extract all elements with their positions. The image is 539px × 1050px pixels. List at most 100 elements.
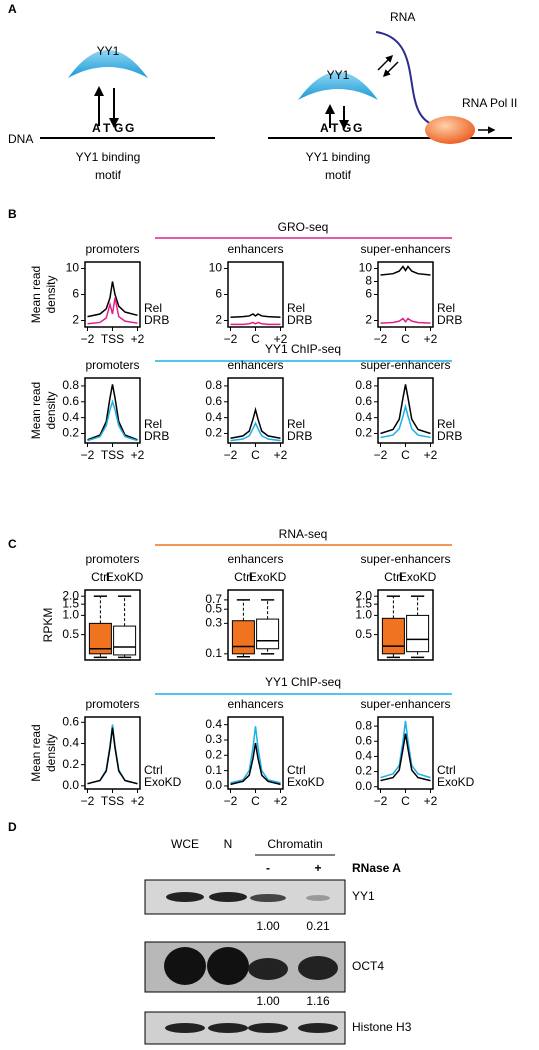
box [381, 617, 405, 655]
chart-title: promoters [85, 358, 139, 372]
treatment-label: RNase A [352, 861, 401, 875]
y-tick-label: 0.4 [355, 410, 372, 424]
x-tick-label: −2 [224, 332, 238, 346]
y-tick-label: 0.8 [205, 378, 222, 392]
y-tick-label: 2.0 [355, 588, 372, 602]
panel-label: B [8, 207, 17, 221]
lane-label: N [224, 837, 233, 851]
y-tick-label: 0.0 [355, 779, 372, 793]
legend-label: Ctrl [287, 763, 306, 777]
y-tick-label: 6 [72, 287, 79, 301]
y-tick-label: 10 [359, 261, 373, 275]
y-tick-label: 0.1 [205, 646, 222, 660]
line-series [87, 399, 138, 442]
x-tick-label: −2 [374, 448, 388, 462]
y-tick-label: 6 [215, 287, 222, 301]
legend-label: Rel [437, 301, 455, 315]
plot-frame [84, 589, 141, 661]
y-tick-label: 0.2 [355, 764, 372, 778]
motif-letter: T [103, 121, 111, 135]
line-series [380, 384, 431, 435]
polymerase-label: RNA Pol II [462, 96, 517, 110]
section-title: YY1 ChIP-seq [265, 342, 341, 356]
chromatin-label: Chromatin [267, 837, 322, 851]
y-tick-label: 0.2 [62, 757, 79, 771]
y-tick-label: 0.4 [62, 410, 79, 424]
legend-label: DRB [144, 313, 169, 327]
motif-label: YY1 binding [306, 150, 371, 164]
plot-frame [227, 589, 284, 661]
box [88, 622, 112, 655]
line-series [230, 421, 281, 442]
x-tick-label: −2 [374, 332, 388, 346]
y-tick-label: 0.8 [355, 718, 372, 732]
y-tick-label: 0.6 [355, 394, 372, 408]
treatment-sign: + [314, 861, 321, 875]
plot-frame [377, 716, 434, 790]
legend-label: ExoKD [437, 775, 475, 789]
line-series [87, 281, 138, 318]
yy1-protein [68, 50, 148, 78]
x-tick-label: +2 [274, 448, 288, 462]
y-axis-label: density [44, 391, 58, 429]
x-tick-label: −2 [81, 332, 95, 346]
band [248, 958, 288, 980]
line-series [230, 406, 281, 439]
y-tick-label: 0.6 [62, 394, 79, 408]
y-tick-label: 0.6 [205, 394, 222, 408]
legend-label: Rel [287, 417, 305, 431]
y-tick-label: 0.3 [205, 616, 222, 630]
motif-letter: A [92, 121, 101, 135]
x-tick-label: −2 [374, 794, 388, 808]
legend-label: ExoKD [106, 570, 144, 584]
arrow [377, 54, 394, 71]
band [209, 892, 247, 902]
x-tick-label: C [401, 332, 410, 346]
chart-title: promoters [85, 552, 139, 566]
quantification: 1.16 [306, 994, 330, 1008]
chart-title: enhancers [227, 552, 283, 566]
blot-label: Histone H3 [352, 1020, 412, 1034]
legend-label: ExoKD [399, 570, 437, 584]
legend-label: ExoKD [144, 775, 182, 789]
y-tick-label: 2 [72, 313, 79, 327]
rna-label: RNA [390, 10, 415, 24]
y-tick-label: 0.8 [355, 378, 372, 392]
x-tick-label: C [251, 448, 260, 462]
legend-label: ExoKD [249, 570, 287, 584]
y-tick-label: 0.4 [62, 736, 79, 750]
legend-label: DRB [144, 429, 169, 443]
legend-label: Ctrl [144, 763, 163, 777]
line-series [230, 321, 281, 326]
x-tick-label: C [251, 794, 260, 808]
band [250, 894, 286, 902]
blot-label: YY1 [352, 889, 375, 903]
x-tick-label: +2 [274, 794, 288, 808]
legend-label: Ctrl [384, 570, 403, 584]
quantification: 1.00 [256, 919, 280, 933]
y-tick-label: 2 [215, 313, 222, 327]
western-blots [144, 854, 346, 1045]
panel-label: C [8, 537, 17, 551]
yy1-protein [298, 72, 378, 100]
x-tick-label: TSS [101, 332, 124, 346]
legend-label: Ctrl [437, 763, 456, 777]
chart-title: super-enhancers [360, 358, 450, 372]
x-tick-label: TSS [101, 794, 124, 808]
quantification: 0.21 [306, 919, 330, 933]
plot-frame [377, 589, 434, 661]
line-series [87, 727, 138, 785]
motif-label: motif [325, 168, 352, 182]
motif-letter: A [320, 121, 329, 135]
y-tick-label: 0.6 [355, 733, 372, 747]
legend-label: DRB [287, 313, 312, 327]
y-tick-label: 10 [209, 261, 223, 275]
chart-title: super-enhancers [360, 697, 450, 711]
box [231, 620, 255, 655]
x-tick-label: +2 [131, 332, 145, 346]
legend-label: DRB [287, 429, 312, 443]
x-tick-label: +2 [424, 448, 438, 462]
motif-letter: T [331, 121, 339, 135]
legend-label: Ctrl [234, 570, 253, 584]
